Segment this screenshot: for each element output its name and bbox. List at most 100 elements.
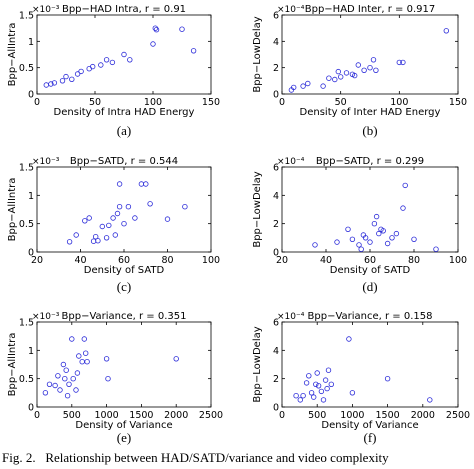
x-tick-label: 100 <box>144 97 162 108</box>
y-tick-label: 1 <box>28 37 34 48</box>
y-exponent: ×10⁻³ <box>32 312 60 322</box>
data-point <box>74 370 81 376</box>
y-axis-label: Bpp−AllIntra <box>7 23 18 87</box>
y-axis-label: Bpp−AllIntra <box>7 333 18 397</box>
scatter-panel: 0 500 1000 1500 2000 2500 0 2 4 6×10⁻⁴ Bpp−Varianc… <box>252 311 470 445</box>
data-point <box>70 376 76 382</box>
data-point <box>400 59 406 66</box>
data-point <box>103 57 110 63</box>
x-tick-label: 0 <box>34 97 40 108</box>
data-point <box>92 233 99 240</box>
data-point <box>433 246 439 252</box>
data-point <box>345 226 351 232</box>
y-tick-label: 0 <box>28 403 34 414</box>
data-point <box>320 83 326 89</box>
panel-label: (e) <box>117 430 131 445</box>
figure-caption: Fig. 2. Relationship between HAD/SATD/va… <box>2 450 389 465</box>
data-point <box>312 242 318 248</box>
data-point <box>103 356 110 362</box>
data-point <box>66 381 72 387</box>
x-tick-label: 2000 <box>411 410 435 421</box>
data-point <box>384 376 391 382</box>
data-point <box>314 370 320 376</box>
data-point <box>335 68 341 75</box>
panel-label: (b) <box>362 123 377 138</box>
data-point <box>138 181 145 187</box>
data-point <box>306 373 312 379</box>
data-point <box>355 62 361 68</box>
data-point <box>402 182 408 189</box>
data-point <box>303 380 310 386</box>
data-point <box>361 67 367 73</box>
x-axis-label: Density of SATD <box>330 265 411 276</box>
data-point <box>73 232 79 238</box>
data-point <box>84 359 90 365</box>
chart-title: Bpp−Variance, r = 0.351 <box>62 311 187 322</box>
data-point <box>82 350 89 356</box>
x-tick-label: 500 <box>308 410 326 421</box>
x-tick-label: 2500 <box>446 410 470 421</box>
data-point <box>105 376 111 382</box>
y-tick-label: 1.5 <box>19 11 34 22</box>
data-point <box>318 388 325 395</box>
x-tick-label: 2000 <box>164 410 188 421</box>
data-point <box>116 203 123 210</box>
data-point <box>106 222 112 229</box>
data-point <box>125 203 132 210</box>
x-axis-label: Density of Variance <box>75 420 172 431</box>
data-point <box>325 367 332 373</box>
data-point <box>373 67 379 73</box>
x-tick-label: 60 <box>364 255 376 266</box>
data-point <box>173 356 179 362</box>
data-point <box>98 62 104 68</box>
x-tick-label: 1500 <box>376 410 400 421</box>
data-point <box>315 383 322 389</box>
data-point <box>116 181 123 187</box>
data-point <box>297 397 303 403</box>
data-point <box>328 381 334 387</box>
y-tick-label: 6 <box>273 163 279 174</box>
data-point <box>121 51 127 58</box>
x-tick-label: 100 <box>449 255 467 266</box>
panel-label: (c) <box>117 279 131 294</box>
data-point <box>147 201 153 207</box>
data-point <box>52 382 58 389</box>
data-point <box>400 205 406 211</box>
y-axis-label: Bpp−LowDelay <box>252 326 263 402</box>
data-point <box>43 82 49 88</box>
data-point <box>338 74 344 80</box>
data-point <box>343 70 350 76</box>
y-axis-label: Bpp−AllIntra <box>7 178 18 242</box>
chart-title: Bpp−SATD, r = 0.544 <box>70 156 178 167</box>
data-point <box>373 213 380 220</box>
y-tick-label: 6 <box>273 318 279 329</box>
x-tick-label: 100 <box>390 97 408 108</box>
x-tick-label: 50 <box>89 97 101 108</box>
x-tick-label: 2500 <box>199 410 223 421</box>
data-point <box>300 83 306 89</box>
scatter-panel: 0 50 100 150 0 0.5 1 1.5×10⁻³ Bpp−HAD Intra, r =… <box>7 4 220 138</box>
y-tick-label: 0 <box>273 90 279 101</box>
data-point <box>358 246 364 252</box>
x-axis-label: Density of Inter HAD Energy <box>300 107 441 118</box>
y-tick-label: 4 <box>273 191 279 202</box>
y-tick-label: 2 <box>273 219 279 230</box>
chart-title: Bpp−SATD, r = 0.299 <box>316 156 424 167</box>
data-point <box>396 59 402 66</box>
data-point <box>66 239 73 245</box>
data-point <box>109 59 116 66</box>
scatter-panel: 0 500 1000 1500 2000 2500 0 0.5 1 1.5×10⁻³ Bpp−Var… <box>7 311 223 445</box>
y-tick-label: 1.5 <box>19 318 34 329</box>
plot-frame <box>36 166 212 253</box>
data-point <box>179 26 185 32</box>
data-point <box>182 203 188 210</box>
x-axis-label: Density of Intra HAD Energy <box>54 107 195 118</box>
plot-frame <box>36 321 212 408</box>
y-exponent: ×10⁻⁴ <box>277 312 305 322</box>
data-point <box>367 239 373 245</box>
data-point <box>89 63 96 70</box>
scatter-panel: 20 40 60 80 100 0 2 4 6×10⁻⁴ Bpp−SATD, r = 0.299 D… <box>252 156 467 294</box>
y-exponent: ×10⁻⁴ <box>277 157 305 167</box>
data-point <box>370 57 377 63</box>
